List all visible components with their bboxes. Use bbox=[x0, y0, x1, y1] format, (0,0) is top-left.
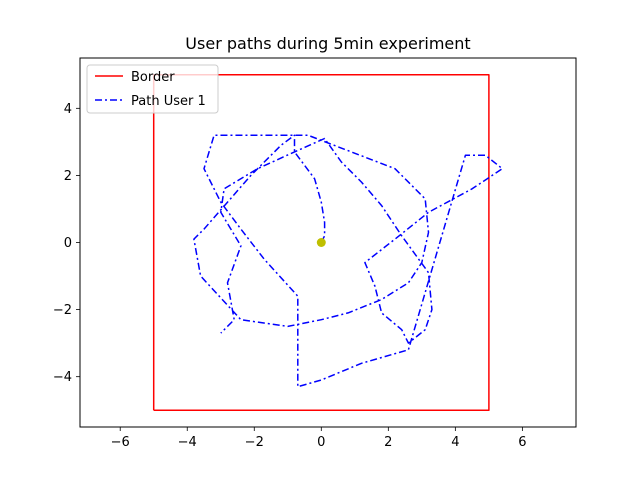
x-tick-label: 6 bbox=[518, 435, 526, 450]
series-line-border bbox=[152, 74, 490, 411]
series-line-path-user-1 bbox=[193, 134, 504, 388]
y-tick-label: 0 bbox=[64, 236, 72, 251]
x-tick-label: −6 bbox=[111, 435, 130, 450]
legend-label-path-user-1: Path User 1 bbox=[131, 94, 206, 109]
x-tick-label: 4 bbox=[451, 435, 459, 450]
x-tick-label: 2 bbox=[384, 435, 392, 450]
legend-label-border: Border bbox=[131, 70, 175, 85]
x-tick-label: −4 bbox=[178, 435, 197, 450]
y-tick-label: 4 bbox=[64, 102, 72, 117]
x-tick-label: 0 bbox=[317, 435, 325, 450]
x-tick-label: −2 bbox=[245, 435, 264, 450]
origin-marker bbox=[316, 238, 326, 247]
y-axis: −4 −2 0 2 4 bbox=[53, 102, 80, 385]
y-tick-label: −4 bbox=[53, 370, 72, 385]
legend-box bbox=[86, 64, 219, 114]
plot-area bbox=[152, 74, 504, 411]
legend: Border Path User 1 bbox=[86, 64, 219, 114]
x-axis: −6 −4 −2 0 2 4 6 bbox=[111, 427, 527, 450]
y-tick-label: 2 bbox=[64, 169, 72, 184]
y-tick-label: −2 bbox=[53, 303, 72, 318]
chart-title: User paths during 5min experiment bbox=[185, 34, 470, 53]
